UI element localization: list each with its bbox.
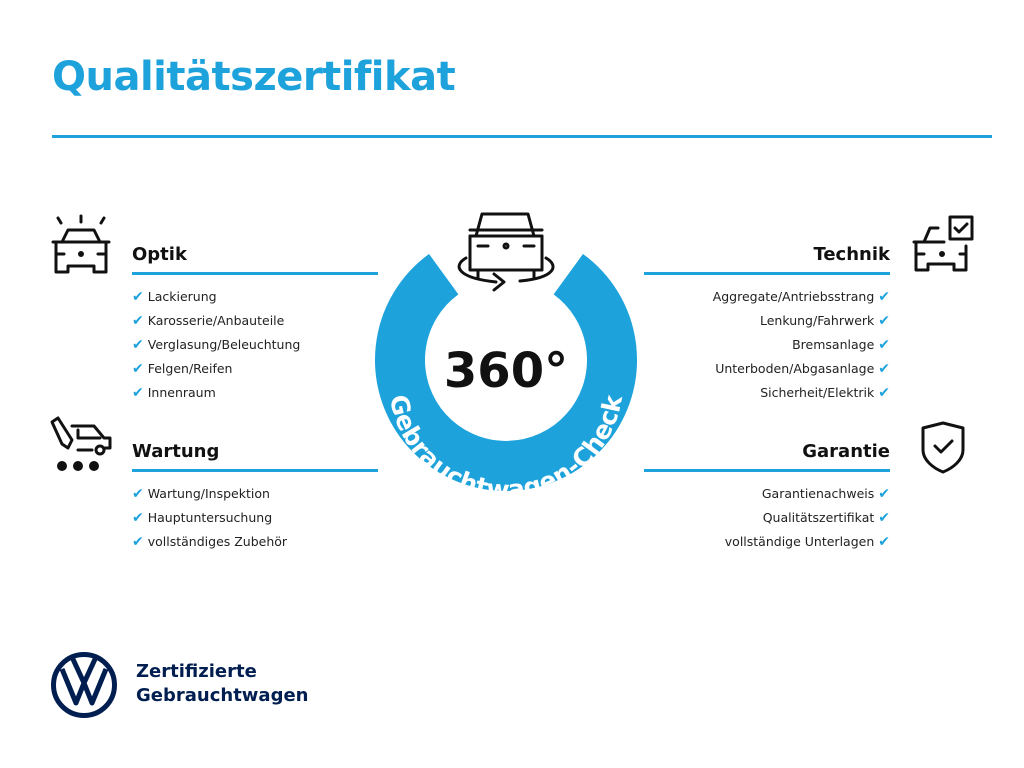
service-tools-icon [50,416,112,471]
check-icon: ✔ [878,385,890,401]
check-icon: ✔ [132,313,144,329]
shield-check-icon [921,421,965,474]
section-optik: Optik ✔ Lackierung ✔ Karosserie/Anbauteile… [132,242,378,405]
check-icon: ✔ [132,510,144,526]
vw-logo [51,652,117,718]
section-heading: Technik [813,244,890,265]
check-icon: ✔ [878,313,890,329]
check-icon: ✔ [132,486,144,502]
360-check-badge: Gebrauchtwagen-Check 360° [375,212,637,500]
check-icon: ✔ [878,289,890,305]
list-item: Unterboden/Abgasanlage ✔ [715,361,890,377]
list-item: ✔ Felgen/Reifen [132,361,233,377]
section-divider [644,272,890,275]
check-icon: ✔ [132,337,144,353]
list-item: Bremsanlage ✔ [792,337,890,353]
list-item: vollständige Unterlagen ✔ [724,534,890,550]
footer-brand-text: Zertifizierte Gebrauchtwagen [136,660,308,708]
section-heading: Optik [132,244,187,265]
list-item: ✔ vollständiges Zubehör [132,534,288,550]
check-icon: ✔ [132,361,144,377]
check-icon: ✔ [132,385,144,401]
check-icon: ✔ [878,337,890,353]
section-heading: Wartung [132,441,220,462]
list-item: Garantienachweis ✔ [761,486,890,502]
title-divider [52,135,992,138]
car-lights-icon [51,214,111,274]
footer-line-2: Gebrauchtwagen [136,685,309,706]
section-wartung: Wartung ✔ Wartung/Inspektion ✔ Hauptunters… [132,439,378,554]
360-label: 360° [444,343,568,399]
list-item: ✔ Karosserie/Anbauteile [132,313,285,329]
section-garantie: Garantie Garantienachweis ✔ Qualitätszert… [644,439,890,554]
list-item: Aggregate/Antriebsstrang ✔ [712,289,890,305]
check-icon: ✔ [132,289,144,305]
section-technik: Technik Aggregate/Antriebsstrang ✔ Lenkun… [644,242,890,405]
section-divider [132,272,378,275]
check-icon: ✔ [878,510,890,526]
list-item: ✔ Verglasung/Beleuchtung [132,337,301,353]
list-item: Sicherheit/Elektrik ✔ [760,385,890,401]
list-item: ✔ Wartung/Inspektion [132,486,270,502]
list-item: ✔ Innenraum [132,385,216,401]
list-item: ✔ Lackierung [132,289,217,305]
car-checklist-icon [912,215,974,272]
check-icon: ✔ [878,486,890,502]
list-item: Lenkung/Fahrwerk ✔ [760,313,890,329]
section-divider [132,469,378,472]
section-heading: Garantie [802,441,890,462]
footer-line-1: Zertifizierte [136,661,257,682]
list-item: ✔ Hauptuntersuchung [132,510,273,526]
check-icon: ✔ [878,361,890,377]
car-rotate-icon [457,212,555,292]
page-title: Qualitätszertifikat [52,54,456,100]
list-item: Qualitätszertifikat ✔ [762,510,890,526]
section-divider [644,469,890,472]
ring [375,254,637,491]
check-icon: ✔ [132,534,144,550]
check-icon: ✔ [878,534,890,550]
